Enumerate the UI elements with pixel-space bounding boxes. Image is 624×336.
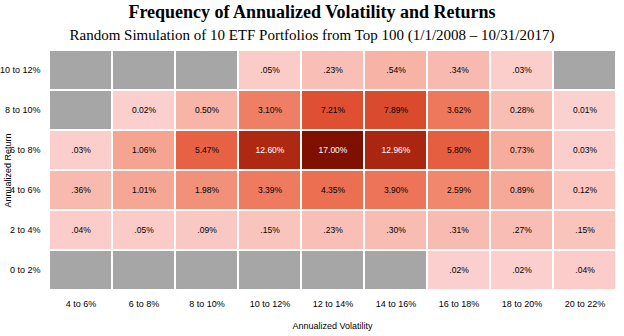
svg-text:.09%: .09% — [197, 225, 217, 235]
svg-text:14 to 16%: 14 to 16% — [376, 299, 417, 309]
svg-text:5.80%: 5.80% — [447, 145, 472, 155]
svg-text:2.59%: 2.59% — [447, 185, 472, 195]
svg-text:5.47%: 5.47% — [195, 145, 220, 155]
svg-text:4 to 6%: 4 to 6% — [10, 185, 41, 195]
svg-text:16 to 18%: 16 to 18% — [439, 299, 480, 309]
svg-text:1.98%: 1.98% — [195, 185, 220, 195]
svg-text:.36%: .36% — [71, 185, 91, 195]
svg-text:.15%: .15% — [260, 225, 280, 235]
svg-text:.04%: .04% — [575, 265, 595, 275]
svg-text:0.73%: 0.73% — [510, 145, 535, 155]
svg-text:4 to 6%: 4 to 6% — [66, 299, 97, 309]
svg-text:Annualized Return: Annualized Return — [3, 133, 13, 207]
svg-text:.34%: .34% — [449, 65, 469, 75]
svg-text:.54%: .54% — [386, 65, 406, 75]
svg-text:12 to 14%: 12 to 14% — [313, 299, 354, 309]
svg-text:.04%: .04% — [71, 225, 91, 235]
svg-text:3.62%: 3.62% — [447, 105, 472, 115]
html-text:Random Simulation of 10 ETF Po: Random Simulation of 10 ETF Portfolios f… — [69, 27, 555, 43]
svg-text:0.03%: 0.03% — [573, 145, 598, 155]
svg-text:6 to 8%: 6 to 8% — [10, 145, 41, 155]
svg-text:1.01%: 1.01% — [132, 185, 157, 195]
svg-text:.30%: .30% — [386, 225, 406, 235]
svg-text:1.06%: 1.06% — [132, 145, 157, 155]
svg-text:18 to 20%: 18 to 20% — [502, 299, 543, 309]
svg-text:0.12%: 0.12% — [573, 185, 598, 195]
svg-text:0.50%: 0.50% — [195, 105, 220, 115]
svg-text:.27%: .27% — [512, 225, 532, 235]
svg-text:7.89%: 7.89% — [384, 105, 409, 115]
svg-text:8 to 10%: 8 to 10% — [189, 299, 225, 309]
svg-text:0.28%: 0.28% — [510, 105, 535, 115]
svg-text:.23%: .23% — [323, 225, 343, 235]
svg-text:0.01%: 0.01% — [573, 105, 598, 115]
svg-text:10 to 12%: 10 to 12% — [0, 65, 41, 75]
svg-text:Annualized Volatility: Annualized Volatility — [292, 321, 373, 331]
svg-text:12.96%: 12.96% — [382, 145, 411, 155]
svg-text:.31%: .31% — [449, 225, 469, 235]
svg-text:3.10%: 3.10% — [258, 105, 283, 115]
svg-text:.02%: .02% — [449, 265, 469, 275]
svg-text:3.39%: 3.39% — [258, 185, 283, 195]
svg-text:20 to 22%: 20 to 22% — [565, 299, 606, 309]
svg-text:10 to 12%: 10 to 12% — [250, 299, 291, 309]
svg-text:0.89%: 0.89% — [510, 185, 535, 195]
html-text:Frequency of Annualized Volati: Frequency of Annualized Volatility and R… — [128, 2, 496, 22]
svg-text:.02%: .02% — [512, 265, 532, 275]
svg-text:3.90%: 3.90% — [384, 185, 409, 195]
svg-text:6 to 8%: 6 to 8% — [129, 299, 160, 309]
svg-text:8 to 10%: 8 to 10% — [5, 105, 41, 115]
svg-text:17.00%: 17.00% — [319, 145, 348, 155]
svg-text:4.35%: 4.35% — [321, 185, 346, 195]
svg-text:.03%: .03% — [512, 65, 532, 75]
svg-text:.23%: .23% — [323, 65, 343, 75]
svg-text:7.21%: 7.21% — [321, 105, 346, 115]
svg-text:.03%: .03% — [71, 145, 91, 155]
svg-text:.15%: .15% — [575, 225, 595, 235]
svg-text:.05%: .05% — [260, 65, 280, 75]
svg-text:.05%: .05% — [134, 225, 154, 235]
svg-text:2 to 4%: 2 to 4% — [10, 225, 41, 235]
svg-text:0.02%: 0.02% — [132, 105, 157, 115]
svg-text:12.60%: 12.60% — [256, 145, 285, 155]
svg-text:0 to 2%: 0 to 2% — [10, 265, 41, 275]
